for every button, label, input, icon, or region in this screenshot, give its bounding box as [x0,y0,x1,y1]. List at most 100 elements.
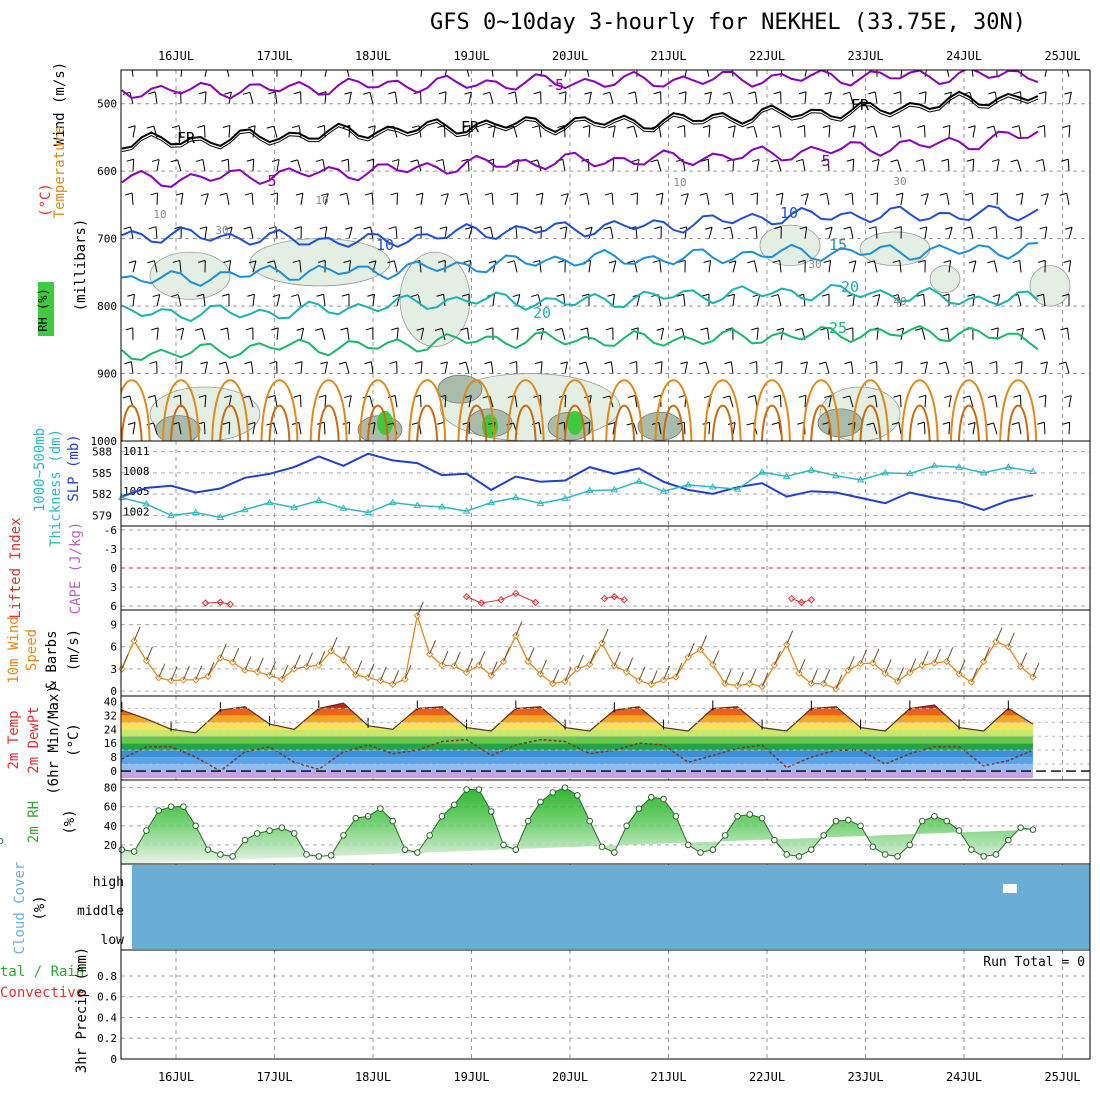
wind-barb [996,192,999,205]
wind-barb-flag [1062,421,1070,425]
wind-barb-10m [552,669,560,684]
wind-barb [132,294,135,307]
contour-label: 20 [533,304,551,322]
hot-isotherm-loop [465,404,488,441]
wind-barb [778,125,782,138]
wind-barb-flag [271,327,279,331]
wind-barb [612,125,616,138]
wind-barb [1068,227,1073,239]
wind-barb-flag [674,327,683,331]
wind-barb [323,125,326,138]
wind-barb-flag [461,158,469,162]
wind-barb [252,260,257,273]
wind-barb-flag [846,158,854,162]
wind-barb [225,362,230,374]
wind-barb-flag [460,327,468,331]
wind-barb-flag [795,158,804,162]
wind-barb-flag [724,65,731,67]
wind-barb-flag [1041,193,1049,197]
rh-marker [389,817,397,825]
wind-barb [1020,328,1025,340]
axis-label-3hr-precip: 3hr Precip (mm) [74,947,90,1073]
rh-marker [869,843,877,851]
wind-barb [444,91,447,104]
wind-barb-10m [663,665,671,681]
rh-marker [721,832,729,839]
wind-barb [203,125,206,138]
wind-barb-10m [823,669,831,684]
wind-barb-flag [580,327,588,331]
rh-marker [414,849,421,856]
wind-barb [204,91,207,104]
wind-barb [179,260,182,273]
wind-barb [420,70,423,77]
wind-barb-flag [125,327,133,331]
wind-barb-flag [315,158,324,162]
temp-tick: 40 [104,695,117,708]
wind-barb-flag [868,226,877,230]
wind-barb-flag [631,327,639,331]
wind-barb-flag [292,259,300,263]
wind-barb [610,226,614,239]
thickness-marker [881,468,890,476]
temp-band [121,722,1033,730]
wind-barb-flag [344,395,352,399]
rh-marker [881,851,889,858]
wind-barb-10m [207,662,215,677]
wind-barb-flag [940,327,948,331]
wind-barb-flag [747,260,755,264]
wind-barb-flag [891,422,900,425]
wind-barb [1044,226,1048,239]
wind-barb-flag [224,226,233,230]
wind-barb [516,192,519,205]
wind-barb-flag [321,65,328,67]
cloud-cover-high-gap [1003,884,1017,893]
wind-barb [611,70,614,77]
wind-barb-10m [675,662,683,678]
wind-barb [828,395,832,408]
wind-barb-flag [604,192,613,196]
thickness-line [121,465,1034,519]
wind-barb [610,361,614,374]
wind-barb-flag [267,395,276,398]
wind-barb-flag [223,260,231,263]
wind-barb [898,125,902,138]
wind-barb [876,192,879,205]
pressure-tick: 500 [97,98,117,111]
wind-barb-flag [441,193,449,197]
thickness-marker [413,501,422,508]
wind-barb [970,226,974,239]
thickness-marker [462,507,471,514]
wind-barb [513,260,518,273]
wind-barb-flag [415,65,422,67]
pressure-tick: 1000 [91,435,118,448]
wind-barb [274,395,278,408]
wind-barb-flag [291,125,300,129]
wind-barb-flag [967,422,976,425]
wind-barb [804,70,808,77]
wind-barb-flag [603,226,611,230]
wind-barb-flag [842,395,850,399]
wind-barb [468,227,473,239]
rh-contour-peak [567,410,583,435]
wind-barb [564,226,568,239]
wind-barb-10m [897,667,904,682]
wind-barb-flag [604,361,612,365]
rh-marker [709,846,717,853]
axis-label-convective: Convective [0,985,84,1001]
wind-barb-flag [869,361,877,365]
wind-barb [875,226,878,239]
precip-tick: 0.8 [97,970,117,983]
axis-label-thickness-dm: Thickness (dm) [48,429,64,547]
wind-barb-10m [601,628,609,644]
wind-barb [324,226,328,239]
rh-marker [660,795,667,803]
li-line [220,601,231,605]
wind-barb-flag [270,192,278,196]
wind-barb-flag [557,124,565,128]
hot-isotherm-loop [514,404,537,441]
wind-barb [252,294,255,307]
wind-barb [730,226,734,239]
wind-barb-flag [1061,293,1070,297]
rh-contour-label: 10 [315,194,328,207]
